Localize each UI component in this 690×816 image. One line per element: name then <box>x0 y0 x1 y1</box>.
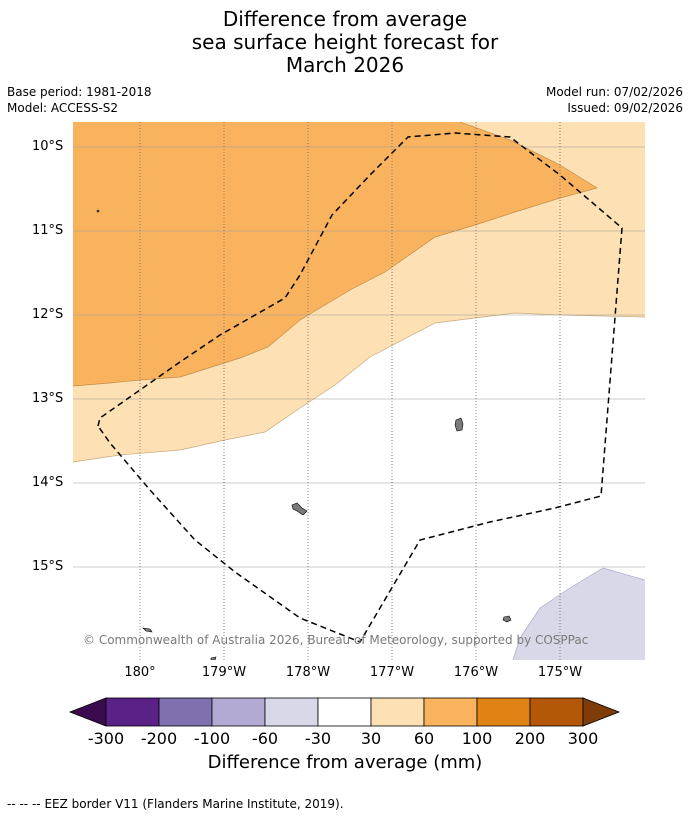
title-line-1: Difference from average <box>222 7 468 31</box>
model-run-text: Model run: 07/02/2026 <box>545 85 683 99</box>
lon-label-175w: 175°W <box>537 665 583 680</box>
lon-label-179w: 179°W <box>201 665 247 680</box>
colorbar-bin-9 <box>529 697 584 727</box>
colorbar <box>68 697 621 727</box>
colorbar-tick-minus100: -100 <box>193 729 231 748</box>
island-south-central <box>210 656 217 660</box>
eez-legend: -- -- -- EEZ border V11 (Flanders Marine… <box>7 797 344 811</box>
island-south-west <box>142 627 153 633</box>
lat-label-15s: 15°S <box>32 559 64 574</box>
model-text: Model: ACCESS-S2 <box>7 101 119 115</box>
colorbar-tick-minus60: -60 <box>251 729 279 748</box>
lat-label-12s: 12°S <box>32 307 64 322</box>
base-period-text: Base period: 1981-2018 <box>7 85 152 99</box>
contour-60 <box>73 122 598 387</box>
eez-legend-text: EEZ border V11 (Flanders Marine Institut… <box>44 797 344 811</box>
colorbar-bin-5 <box>317 697 372 727</box>
colorbar-extend-low <box>68 697 107 727</box>
colorbar-bin-6 <box>370 697 425 727</box>
island-west-group <box>291 502 308 516</box>
colorbar-bin-4 <box>264 697 319 727</box>
meta-left: Base period: 1981-2018 Model: ACCESS-S2 <box>7 84 152 116</box>
eez-border <box>97 132 623 643</box>
anomaly-region-minus60-minus30 <box>513 568 645 660</box>
map-area <box>73 122 645 660</box>
lon-label-177w: 177°W <box>369 665 415 680</box>
issued-text: Issued: 09/02/2026 <box>567 101 683 115</box>
lon-label-178w: 178°W <box>285 665 331 680</box>
contour-30 <box>73 312 645 463</box>
colorbar-tick-30: 30 <box>360 729 382 748</box>
contour-minus30 <box>512 567 645 660</box>
meta-right: Model run: 07/02/2026 Issued: 09/02/2026 <box>546 84 683 116</box>
colorbar-bin-8 <box>476 697 531 727</box>
latitude-gridlines <box>73 146 645 568</box>
colorbar-bin-3 <box>211 697 266 727</box>
colorbar-title: Difference from average (mm) <box>207 752 483 773</box>
title-line-3: March 2026 <box>285 53 405 77</box>
island-islet-northwest <box>96 209 100 213</box>
lon-label-176w: 176°W <box>453 665 499 680</box>
colorbar-bin-1 <box>105 697 160 727</box>
island-lau-north <box>454 417 464 432</box>
colorbar-tick-minus30: -30 <box>304 729 332 748</box>
islands <box>96 209 512 660</box>
lat-label-11s: 11°S <box>32 223 64 238</box>
lat-label-14s: 14°S <box>32 475 64 490</box>
lon-label-180: 180° <box>124 665 156 680</box>
colorbar-extend-high <box>582 697 621 727</box>
colorbar-bin-7 <box>423 697 478 727</box>
lat-label-13s: 13°S <box>32 391 64 406</box>
colorbar-tick-minus300: -300 <box>87 729 125 748</box>
colorbar-tick-60: 60 <box>413 729 435 748</box>
title-line-2: sea surface height forecast for <box>191 30 499 54</box>
chart-title: Difference from average sea surface heig… <box>0 8 690 77</box>
colorbar-tick-minus200: -200 <box>140 729 178 748</box>
island-east-south <box>502 615 512 623</box>
colorbar-tick-100: 100 <box>461 729 493 748</box>
colorbar-bin-2 <box>158 697 213 727</box>
eez-legend-symbol: -- -- -- <box>7 797 41 811</box>
copyright-text: © Commonwealth of Australia 2026, Bureau… <box>83 633 589 647</box>
colorbar-tick-200: 200 <box>514 729 546 748</box>
lat-label-10s: 10°S <box>32 139 64 154</box>
colorbar-tick-300: 300 <box>567 729 599 748</box>
anomaly-region-60-100 <box>73 122 597 386</box>
